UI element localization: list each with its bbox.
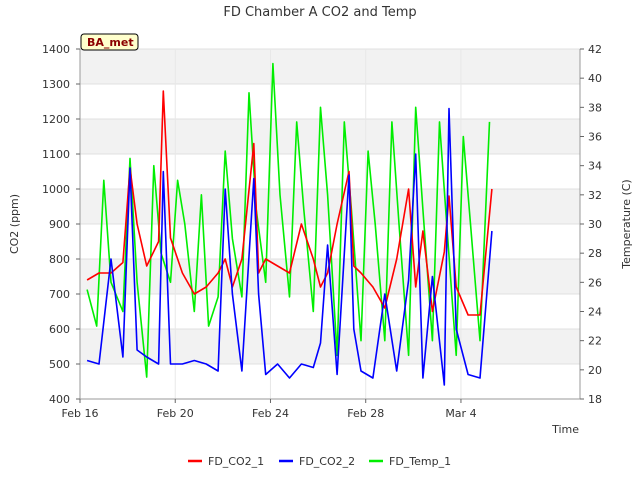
series-lines	[86, 62, 493, 386]
y-left-tick-label: 700	[49, 288, 70, 301]
x-tick-label: Feb 20	[157, 407, 194, 420]
y-left-tick-label: 1200	[42, 113, 70, 126]
chart-title: FD Chamber A CO2 and Temp	[223, 5, 416, 20]
y-right-tick-label: 26	[588, 276, 602, 289]
y-left-tick-label: 500	[49, 358, 70, 371]
axes: 400 500 600 700 800 900 1000 1100 1200 1300 1400 18…	[42, 43, 602, 420]
y-left-tick-label: 1000	[42, 183, 70, 196]
y-right-tick-label: 24	[588, 306, 602, 319]
series-line-fd-co2-1	[86, 90, 493, 316]
series-line-fd-temp-1	[86, 62, 491, 378]
y-left-tick-label: 1400	[42, 43, 70, 56]
x-tick-label: Feb 24	[252, 407, 289, 420]
grid-band	[80, 189, 580, 224]
y-right-tick-label: 30	[588, 218, 602, 231]
y-right-tick-label: 22	[588, 335, 602, 348]
y-right-tick-label: 38	[588, 101, 602, 114]
y-left-tick-label: 800	[49, 253, 70, 266]
site-badge-label: BA_met	[87, 36, 134, 49]
y-axis-right-label: Temperature (C)	[620, 179, 633, 269]
y-left-tick-label: 1300	[42, 78, 70, 91]
y-right-tick-label: 40	[588, 72, 602, 85]
site-badge-box	[80, 33, 139, 51]
x-axis-label: Time	[551, 423, 579, 436]
grid-bands	[80, 49, 580, 364]
grid-band	[80, 329, 580, 364]
y-right-tick-label: 18	[588, 393, 602, 406]
legend-label-fd-co2-2: FD_CO2_2	[299, 455, 355, 468]
x-tick-label: Mar 4	[445, 407, 476, 420]
y-right-tick-label: 28	[588, 247, 602, 260]
y-left-tick-label: 600	[49, 323, 70, 336]
y-axis-left-label: CO2 (ppm)	[8, 194, 21, 254]
x-tick-label: Feb 28	[347, 407, 384, 420]
legend: FD_CO2_1 FD_CO2_2 FD_Temp_1	[188, 455, 451, 468]
y-left-tick-label: 900	[49, 218, 70, 231]
y-right-tick-label: 34	[588, 160, 602, 173]
y-right-tick-label: 20	[588, 364, 602, 377]
site-badge: BA_met	[80, 33, 139, 51]
legend-label-fd-temp-1: FD_Temp_1	[389, 455, 451, 468]
grid-band	[80, 119, 580, 154]
series-line-fd-co2-2	[86, 107, 493, 386]
y-left-tick-label: 400	[49, 393, 70, 406]
legend-label-fd-co2-1: FD_CO2_1	[208, 455, 264, 468]
grid-band	[80, 49, 580, 84]
y-right-tick-label: 36	[588, 131, 602, 144]
y-left-tick-label: 1100	[42, 148, 70, 161]
x-tick-label: Feb 16	[62, 407, 99, 420]
y-right-tick-label: 42	[588, 43, 602, 56]
y-right-tick-label: 32	[588, 189, 602, 202]
